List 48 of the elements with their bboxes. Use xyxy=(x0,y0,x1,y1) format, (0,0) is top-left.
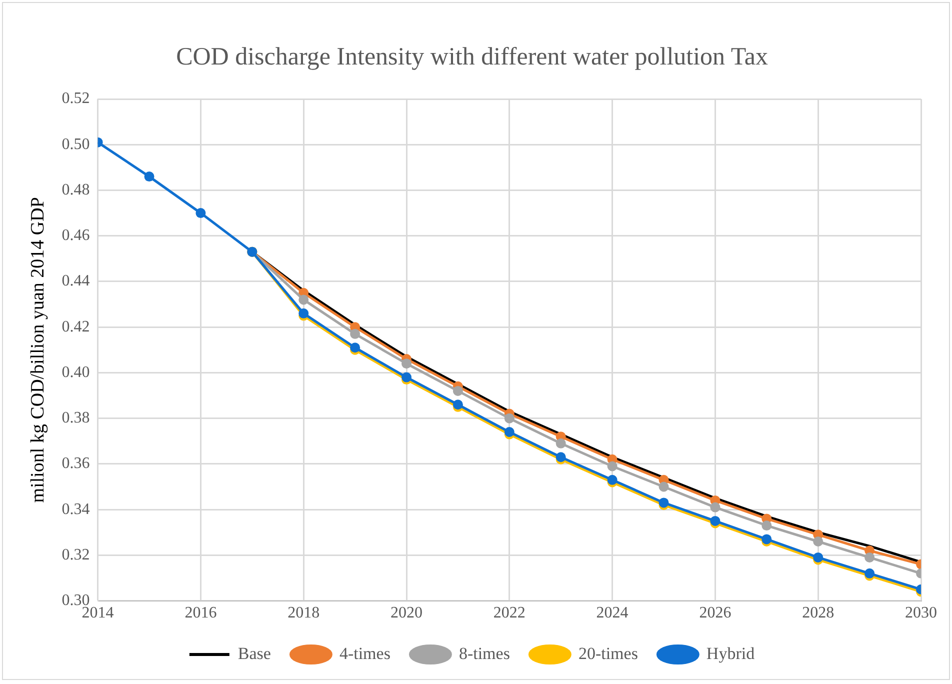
point xyxy=(710,502,720,512)
legend-label: Base xyxy=(238,644,271,663)
point xyxy=(864,552,875,562)
y-tick-label: 0.40 xyxy=(62,364,90,381)
legend-label: 4-times xyxy=(339,644,390,663)
y-tick-label: 0.52 xyxy=(62,90,90,108)
point xyxy=(658,498,669,508)
chart-title: COD discharge Intensity with different water pollution Tax xyxy=(176,44,768,71)
y-tick-label: 0.38 xyxy=(62,410,90,427)
point xyxy=(452,386,463,396)
y-tick-label: 0.42 xyxy=(62,318,90,336)
point xyxy=(144,172,154,182)
x-tick-label: 2020 xyxy=(390,604,422,622)
x-tick-label: 2026 xyxy=(699,604,732,622)
x-tick-label: 2016 xyxy=(184,604,217,622)
y-tick-label: 0.32 xyxy=(62,546,90,564)
point xyxy=(402,372,412,382)
y-tick-label: 0.34 xyxy=(62,500,90,518)
point xyxy=(504,413,514,424)
point xyxy=(298,294,309,305)
point xyxy=(350,328,360,339)
y-tick-label: 0.50 xyxy=(62,136,90,153)
x-tick-label: 2030 xyxy=(905,604,937,622)
x-tick-label: 2022 xyxy=(493,604,526,622)
point xyxy=(196,208,206,218)
point xyxy=(813,552,824,562)
x-tick-label: 2028 xyxy=(802,604,834,622)
point xyxy=(864,568,875,578)
point xyxy=(607,474,618,485)
x-tick-label: 2024 xyxy=(596,604,628,622)
point xyxy=(298,308,309,318)
legend-label: 8-times xyxy=(458,644,510,663)
point xyxy=(556,438,566,448)
point xyxy=(402,358,412,369)
point xyxy=(658,482,669,492)
y-tick-label: 0.46 xyxy=(62,227,90,244)
point xyxy=(607,461,618,472)
x-tick-label: 2018 xyxy=(288,604,320,622)
point xyxy=(710,516,720,526)
point xyxy=(813,536,824,546)
legend-label: Hybrid xyxy=(706,644,756,663)
x-tick-label: 2014 xyxy=(82,604,114,622)
y-axis-title: milionl kg COD/billion yuan 2014 GDP xyxy=(27,197,48,503)
y-tick-label: 0.36 xyxy=(62,455,90,472)
legend-label: 20-times xyxy=(578,644,638,663)
point xyxy=(762,520,772,531)
y-tick-label: 0.48 xyxy=(62,181,90,198)
y-tick-label: 0.44 xyxy=(62,272,90,290)
